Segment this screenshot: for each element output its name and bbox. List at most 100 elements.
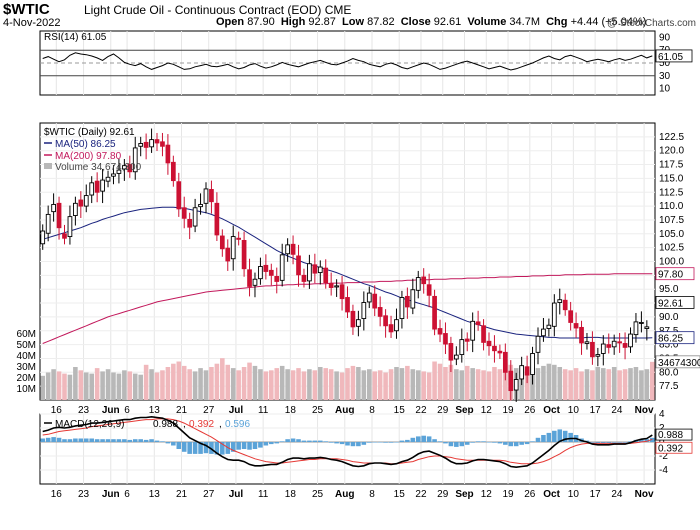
candle [317, 260, 323, 285]
macd-histogram-bar [100, 439, 105, 442]
candle [40, 224, 46, 250]
candle [622, 332, 628, 360]
volume-bar [562, 369, 568, 400]
macd-histogram-bar [617, 442, 622, 443]
x-tick-label-macd: 25 [312, 489, 324, 500]
candle-body [437, 328, 443, 335]
candle [464, 332, 470, 352]
volume-bar [546, 363, 552, 400]
candle [78, 191, 84, 219]
x-tick-label-price: 18 [285, 405, 297, 416]
volume-legend-swatch [44, 163, 52, 169]
price-y-tick: 80.0 [659, 367, 679, 378]
macd-histogram-bar [176, 442, 182, 449]
price-y-tick: 87.5 [659, 326, 679, 337]
candle-body [170, 161, 176, 182]
macd-histogram-bar [45, 437, 51, 442]
candle-body [415, 277, 421, 291]
volume-bar [187, 369, 192, 400]
volume-bar [535, 368, 541, 400]
macd-histogram-bar [40, 438, 46, 442]
candle-body [399, 297, 405, 320]
candle-body [203, 188, 209, 204]
volume-bar [78, 370, 84, 400]
macd-histogram-bar [508, 442, 514, 447]
candle-body [111, 173, 116, 177]
macd-histogram-bar [557, 429, 563, 442]
macd-histogram-bar [290, 438, 296, 442]
rsi-last-value: 61.05 [658, 52, 683, 63]
candle [154, 132, 160, 151]
candle [590, 331, 595, 365]
candle [628, 327, 633, 353]
candle [530, 346, 535, 385]
rsi-line [42, 52, 653, 71]
macd-y-tick: 4 [659, 409, 665, 420]
macd-histogram-bar [497, 442, 503, 444]
candle-body [584, 341, 590, 344]
candle [551, 294, 557, 337]
candle [437, 319, 443, 343]
volume-y-tick: 60M [17, 329, 36, 340]
candle-body [307, 263, 312, 282]
volume-bar [279, 365, 285, 400]
chart-instrument-name: Light Crude Oil - Continuous Contract (E… [84, 3, 352, 17]
ma50-line [42, 206, 653, 339]
macd-histogram-bar [590, 442, 595, 443]
volume-bar [470, 368, 475, 400]
macd-histogram-bar [83, 438, 89, 442]
price-y-tick: 90.0 [659, 312, 679, 323]
legend-swatch [44, 140, 52, 148]
macd-histogram-bar [62, 439, 67, 442]
volume-bar [492, 367, 497, 400]
macd-histogram-bar [73, 438, 78, 442]
candle [94, 172, 100, 203]
volume-bar [541, 365, 546, 400]
macd-histogram-bar [454, 442, 459, 447]
candle [486, 332, 492, 356]
x-tick-label-macd: 6 [124, 489, 130, 500]
candle-body [132, 147, 138, 173]
price-y-tick: 117.5 [659, 160, 684, 171]
x-tick-label-macd: Jul [229, 489, 244, 500]
macd-histogram-bar [230, 442, 236, 452]
macd-histogram-bar [67, 439, 73, 442]
x-tick-label-price: 16 [51, 405, 63, 416]
macd-histogram-bar [546, 432, 552, 442]
macd-histogram-bar [524, 442, 530, 445]
x-tick-label-price: Sep [455, 405, 473, 416]
volume-bar [524, 371, 530, 400]
candle [279, 243, 285, 287]
macd-histogram-bar [132, 439, 138, 442]
volume-bar [649, 361, 655, 400]
macd-histogram-bar [388, 442, 394, 443]
macd-histogram-bar [307, 440, 312, 442]
x-tick-label-macd: 29 [437, 489, 449, 500]
candle-body [138, 143, 144, 147]
macd-histogram-bar [247, 442, 252, 450]
candle [644, 320, 650, 341]
volume-bar [622, 369, 628, 400]
candle-body [617, 341, 622, 344]
candle [513, 372, 519, 402]
open-label: Open [216, 16, 245, 28]
volume-bar [94, 368, 100, 400]
candle-body [513, 379, 519, 391]
candle [219, 229, 225, 257]
volume-bar [192, 371, 198, 400]
x-tick-label-price: 24 [611, 405, 623, 416]
candle-body [219, 235, 225, 250]
candle [62, 224, 67, 245]
candle-body [279, 254, 285, 281]
volume-bar [127, 371, 133, 400]
macd-histogram-bar [111, 439, 116, 442]
signal-last-value-box [655, 441, 693, 454]
x-tick-label-price: Jul [229, 405, 244, 416]
close-value: 92.61 [433, 16, 462, 28]
high-label: High [280, 16, 306, 28]
macd-panel-frame [39, 413, 656, 485]
x-tick-label-macd: 15 [394, 489, 406, 500]
volume-bar [377, 370, 383, 400]
candle-body [448, 343, 454, 361]
candle-body [519, 365, 525, 380]
